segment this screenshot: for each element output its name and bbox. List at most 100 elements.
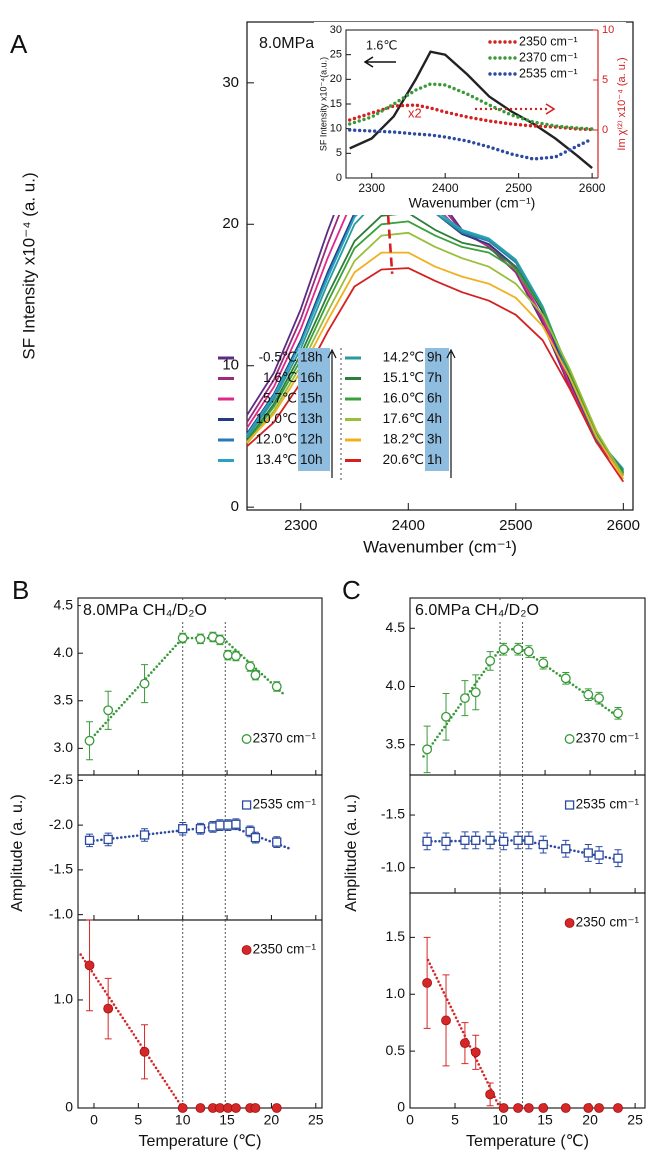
x-tick-label: 2400 — [432, 181, 459, 195]
data-point — [538, 839, 548, 850]
y-tick-label: -2.5 — [49, 771, 73, 787]
legend-hours: 4h — [427, 411, 442, 426]
data-point — [441, 836, 451, 847]
y2-axis-label: Im χ⁽²⁾ x10⁻⁴ (a. u.) — [616, 57, 628, 150]
legend-arrow — [327, 348, 337, 478]
x-tick-label: 2300 — [358, 181, 385, 195]
x-tick-label: 20 — [264, 1112, 280, 1128]
annotation-arrow — [363, 56, 396, 68]
legend-hours-box — [425, 430, 449, 451]
series-label: 2370 cm⁻¹ — [253, 731, 317, 746]
x-tick-label: 2400 — [392, 517, 425, 534]
y-tick-label: -1.0 — [49, 905, 73, 921]
data-point — [523, 646, 534, 657]
legend-label: 18.2℃ — [383, 432, 424, 447]
data-point — [245, 826, 255, 837]
legend-hours-box — [298, 348, 330, 369]
data-point — [594, 693, 605, 704]
y2-tick-label: 5 — [602, 74, 608, 86]
x-tick-label: 2600 — [607, 517, 640, 534]
data-point — [441, 711, 451, 722]
data-point — [177, 633, 188, 643]
y-tick-label: -1.5 — [381, 806, 405, 822]
data-point — [139, 678, 150, 689]
data-point — [177, 1103, 188, 1113]
data-point — [195, 633, 206, 644]
x-axis-label: Temperature (℃) — [466, 1133, 589, 1150]
y-tick-label: 0.5 — [386, 1042, 406, 1058]
legend-hours-box — [425, 450, 449, 471]
legend-label: 5.7℃ — [263, 391, 297, 406]
data-point — [561, 844, 571, 854]
fit-line — [88, 823, 291, 850]
data-point — [195, 1103, 206, 1113]
data-point — [441, 1015, 451, 1026]
data-point — [103, 834, 113, 845]
spectrum-line — [246, 231, 625, 477]
plot-frame — [77, 597, 323, 776]
legend-label: -0.5℃ — [259, 350, 297, 365]
data-point — [538, 658, 549, 669]
fit-line — [79, 953, 184, 1110]
panel-letter: B — [12, 575, 29, 605]
y-axis-label: SF Intensity x10⁻⁴(a.u.) — [318, 57, 328, 151]
legend-hours-box — [425, 368, 449, 389]
y-tick-label: 15 — [330, 98, 342, 110]
series-label-marker — [241, 800, 252, 810]
y-tick-label: 0 — [336, 172, 342, 184]
data-point — [560, 673, 571, 684]
fit-curve — [348, 82, 594, 131]
y-axis-label: Amplitude (a. u.) — [9, 794, 26, 911]
data-point — [422, 977, 433, 988]
data-point — [538, 1103, 549, 1113]
y-tick-label: 4.5 — [386, 619, 406, 635]
legend-hours-box — [425, 389, 449, 410]
legend-hours: 10h — [300, 452, 323, 467]
y-tick-label: 3.5 — [386, 735, 406, 751]
x-tick-label: 2600 — [579, 181, 606, 195]
data-point — [471, 835, 481, 845]
data-point — [271, 681, 282, 692]
series-label-marker — [564, 734, 575, 744]
fit-curve — [348, 128, 594, 161]
y-tick-label: 1.0 — [386, 985, 406, 1001]
data-point — [103, 705, 114, 716]
data-point — [139, 1046, 150, 1057]
y-tick-label: 25 — [330, 49, 342, 61]
series-label: 2370 cm⁻¹ — [576, 731, 640, 746]
data-point — [613, 1103, 623, 1113]
y-axis-label: Amplitude (a. u.) — [343, 794, 360, 911]
data-point — [583, 1103, 594, 1113]
y-tick-label: -2.0 — [49, 816, 73, 832]
legend-hours: 13h — [300, 411, 323, 426]
x-tick-label: 15 — [537, 1112, 553, 1128]
legend-hours-box — [298, 409, 330, 430]
legend-label: 10.0℃ — [256, 411, 297, 426]
x-tick-label: 25 — [308, 1112, 324, 1128]
x-tick-label: 2500 — [499, 517, 532, 534]
data-point — [222, 650, 233, 661]
data-point — [485, 835, 495, 845]
y2-tick-label: 10 — [602, 24, 614, 36]
y-tick-label: 1.0 — [54, 991, 74, 1007]
data-point — [223, 820, 233, 830]
data-point — [178, 824, 188, 834]
x-tick-label: 20 — [582, 1112, 598, 1128]
legend-hours: 16h — [300, 370, 323, 385]
title-background — [81, 600, 231, 620]
y-tick-label: 4.5 — [54, 596, 74, 612]
series-label: 2350 cm⁻¹ — [576, 915, 640, 930]
legend-label: 16.0℃ — [383, 391, 424, 406]
x-tick-label: 25 — [627, 1112, 643, 1128]
chart-title: 8.0MPa CH₄/D₂O — [83, 602, 207, 619]
x-axis-label: Temperature (℃) — [139, 1133, 262, 1150]
data-point — [470, 1047, 481, 1058]
spectrum-line — [349, 50, 593, 170]
data-point — [470, 687, 481, 698]
y-tick-label: 20 — [330, 73, 342, 85]
series-label-marker — [564, 800, 575, 810]
legend-label: 20.6℃ — [383, 452, 424, 467]
legend-label: 13.4℃ — [256, 452, 297, 467]
x-tick-label: 10 — [175, 1112, 191, 1128]
